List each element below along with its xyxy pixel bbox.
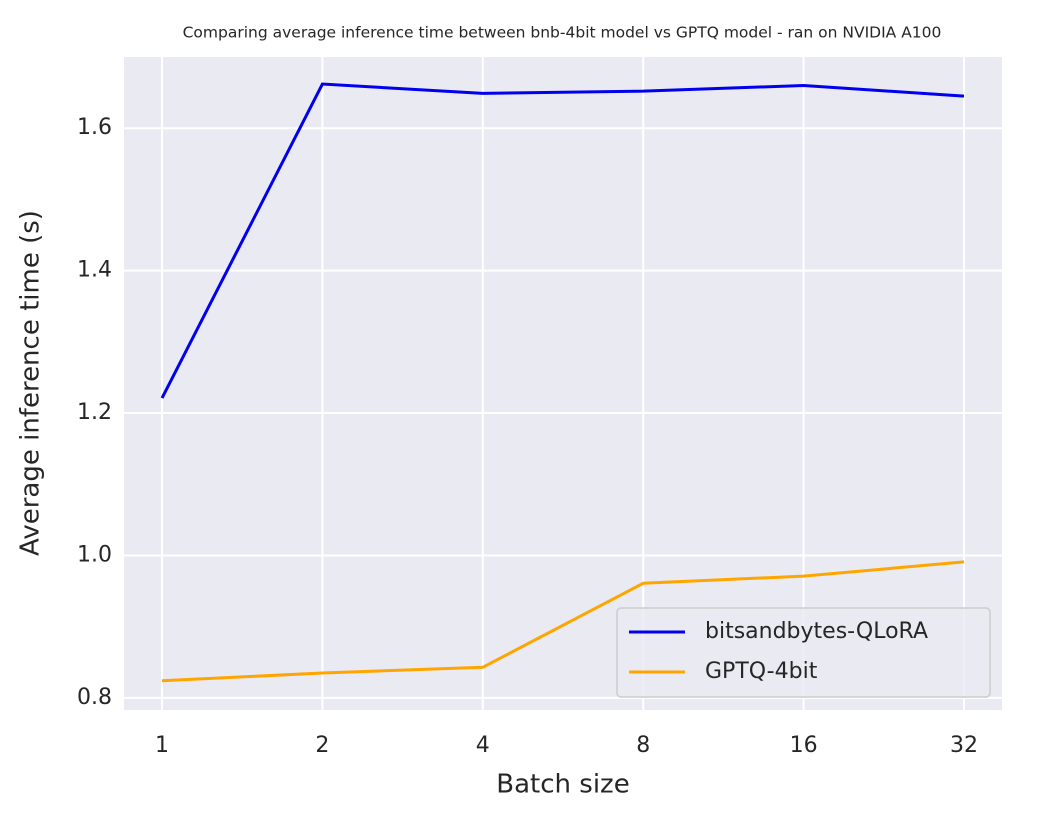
line-series — [161, 560, 965, 683]
y-tick-label: 0.8 — [77, 685, 112, 710]
y-tick-label: 1.0 — [77, 542, 112, 567]
y-tick-label: 1.4 — [77, 258, 112, 283]
x-axis-label: Batch size — [496, 770, 629, 800]
legend-box — [616, 607, 991, 698]
x-tick-label: 16 — [790, 733, 818, 758]
y-tick-label: 1.6 — [77, 115, 112, 140]
y-tick-label: 1.2 — [77, 400, 112, 425]
chart-title: Comparing average inference time between… — [183, 24, 942, 42]
y-axis-label: Average inference time (s) — [16, 210, 46, 556]
x-tick-label: 4 — [476, 733, 490, 758]
plot-area — [124, 57, 1002, 710]
line-series — [160, 82, 965, 399]
legend-label: GPTQ-4bit — [705, 659, 818, 684]
x-tick-label: 32 — [950, 733, 978, 758]
x-tick-label: 8 — [636, 733, 650, 758]
x-tick-label: 1 — [155, 733, 169, 758]
x-tick-label: 2 — [315, 733, 329, 758]
legend-label: bitsandbytes-QLoRA — [705, 619, 928, 644]
